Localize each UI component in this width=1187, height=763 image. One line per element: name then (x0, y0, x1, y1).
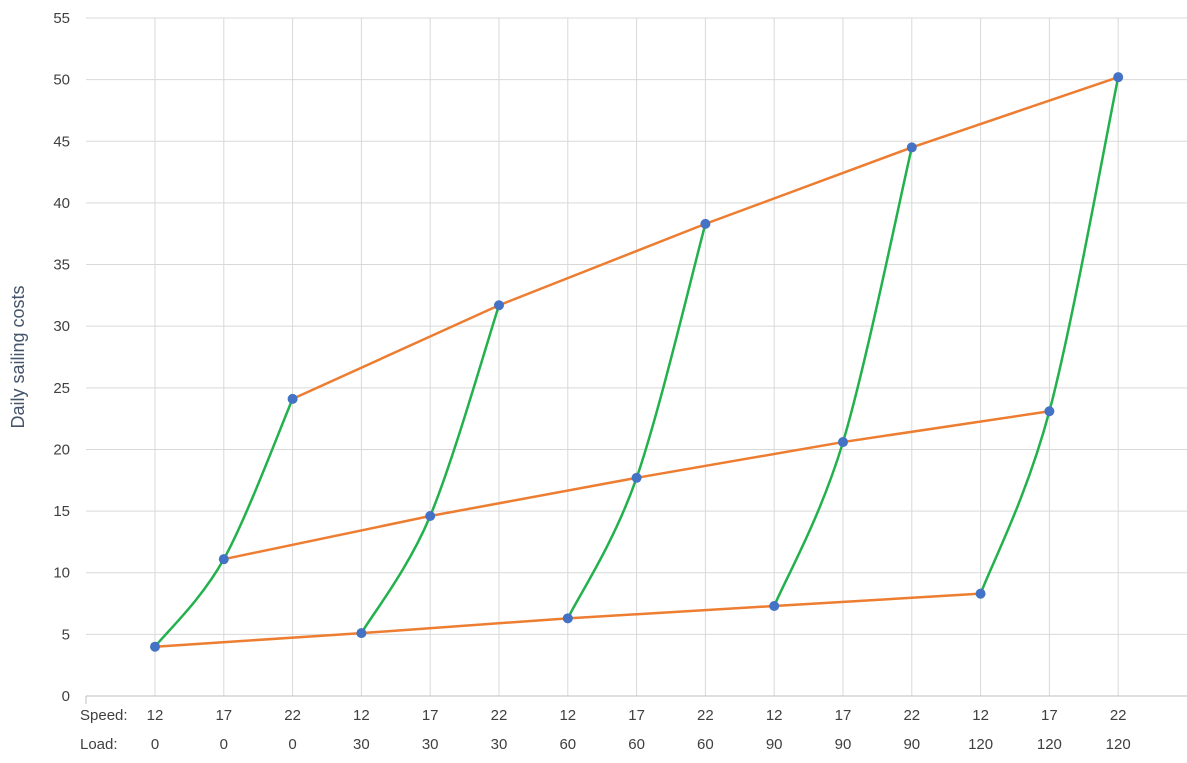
data-point (150, 641, 160, 652)
x-row-label-load: Load: (80, 736, 118, 753)
axes (85, 695, 1187, 704)
x-tick-speed: 22 (491, 707, 508, 724)
data-point (1044, 406, 1055, 417)
data-point (975, 588, 986, 599)
x-tick-speed: 22 (1110, 707, 1127, 724)
data-point (562, 613, 573, 624)
y-tick-label: 0 (62, 688, 70, 705)
x-tick-load: 0 (151, 736, 159, 753)
y-tick-label: 20 (53, 441, 70, 458)
load-curve-0 (154, 398, 294, 648)
y-tick-label: 5 (62, 626, 70, 643)
y-tick-label: 40 (53, 195, 70, 212)
y-tick-labels: 0 5 10 15 20 25 30 35 40 45 50 55 (53, 10, 70, 705)
x-tick-speed: 12 (147, 707, 164, 724)
y-tick-label: 50 (53, 72, 70, 89)
x-tick-speed: 17 (422, 707, 439, 724)
x-tick-load: 120 (1106, 736, 1131, 753)
data-point (631, 472, 642, 483)
data-point (700, 218, 711, 229)
y-axis-title: Daily sailing costs (8, 285, 28, 428)
data-point (425, 511, 436, 522)
x-tick-load: 120 (1037, 736, 1062, 753)
x-tick-speed: 12 (972, 707, 989, 724)
load-curve-90 (773, 147, 914, 607)
x-tick-load: 30 (491, 736, 508, 753)
x-tick-load: 30 (353, 736, 370, 753)
data-point (1113, 72, 1124, 83)
x-tick-load: 30 (422, 736, 439, 753)
x-tick-load: 90 (766, 736, 783, 753)
x-tick-speed: 12 (353, 707, 370, 724)
x-tick-speed: 22 (697, 707, 714, 724)
x-tick-load: 0 (288, 736, 296, 753)
load-curve-120 (979, 76, 1120, 595)
y-tick-label: 45 (53, 133, 70, 150)
load-curve-60 (566, 223, 707, 619)
y-tick-label: 35 (53, 257, 70, 274)
x-tick-load: 90 (903, 736, 920, 753)
data-point (838, 437, 848, 448)
data-point (287, 393, 298, 404)
x-tick-speed: 17 (215, 707, 232, 724)
x-tick-load: 90 (835, 736, 852, 753)
constant-load-curves (154, 76, 1120, 648)
y-tick-label: 10 (53, 565, 70, 582)
y-tick-label: 55 (53, 10, 70, 27)
x-tick-load: 120 (968, 736, 993, 753)
x-tick-speed: 17 (835, 707, 852, 724)
data-points (150, 72, 1124, 652)
x-tick-speed: 12 (559, 707, 576, 724)
x-tick-speed: 17 (628, 707, 645, 724)
x-tick-speed: 17 (1041, 707, 1058, 724)
data-point (769, 601, 780, 612)
x-tick-speed: 22 (284, 707, 301, 724)
y-tick-label: 15 (53, 503, 70, 520)
data-point (906, 142, 917, 153)
x-tick-load: 60 (628, 736, 645, 753)
data-point (218, 554, 229, 565)
x-tick-load: 60 (559, 736, 576, 753)
y-tick-label: 25 (53, 380, 70, 397)
x-row-label-speed: Speed: (80, 707, 128, 724)
gridlines (86, 17, 1187, 696)
x-tick-speed: 12 (766, 707, 783, 724)
x-tick-labels: Speed:Load:12017022012301730223012601760… (80, 707, 1131, 753)
data-point (494, 300, 504, 311)
x-tick-speed: 22 (903, 707, 920, 724)
x-tick-load: 0 (220, 736, 228, 753)
data-point (356, 628, 367, 639)
x-tick-load: 60 (697, 736, 714, 753)
load-curve-30 (360, 304, 501, 634)
y-tick-label: 30 (53, 318, 70, 335)
